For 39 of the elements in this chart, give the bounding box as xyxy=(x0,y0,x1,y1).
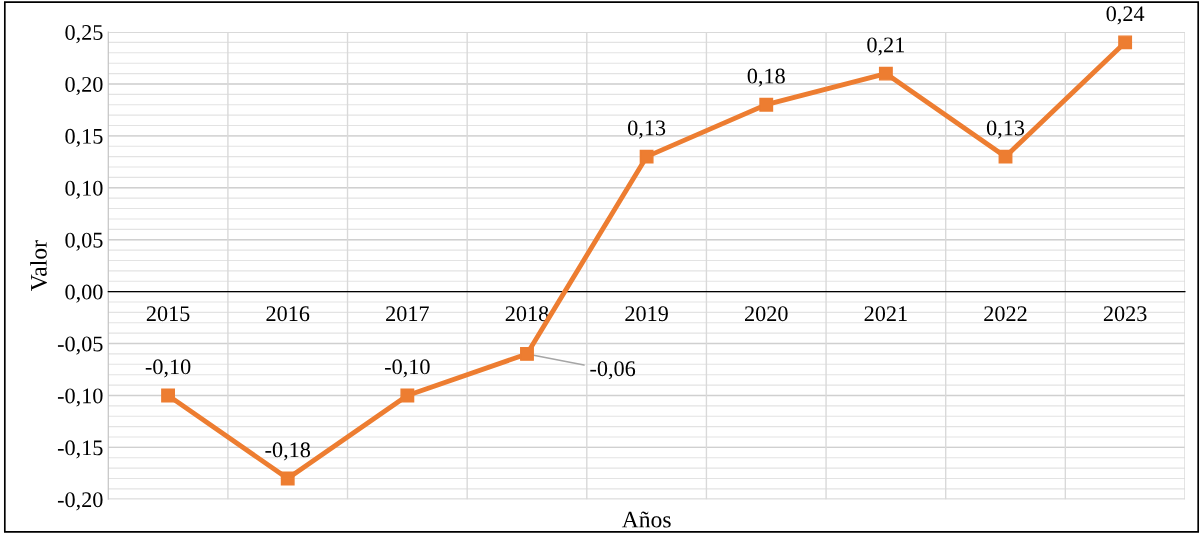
y-tick-label: 0,00 xyxy=(65,284,103,303)
x-tick-label: 2016 xyxy=(266,306,310,322)
data-label: -0,10 xyxy=(145,359,191,378)
x-tick-label: 2018 xyxy=(505,306,549,322)
y-axis-title: Valor xyxy=(30,240,47,291)
data-label: 0,18 xyxy=(747,68,785,87)
point xyxy=(1118,35,1133,50)
y-tick-label: 0,20 xyxy=(65,76,103,96)
point xyxy=(878,66,893,81)
x-tick-label: 2023 xyxy=(1103,306,1147,322)
data-label: -0,06 xyxy=(590,361,636,380)
data-label: 0,13 xyxy=(986,120,1025,139)
point xyxy=(161,388,176,403)
data-label: 0,24 xyxy=(1106,6,1145,25)
x-tick-label: 2022 xyxy=(984,306,1027,322)
y-tick-label: 0,05 xyxy=(65,232,103,251)
x-axis-title: Años xyxy=(621,511,671,528)
data-label: 0,21 xyxy=(867,37,904,56)
data-label: 0,13 xyxy=(628,120,666,139)
y-tick-label: -0,10 xyxy=(57,388,103,407)
y-tick-label: -0,15 xyxy=(57,440,103,459)
x-tick-label: 2021 xyxy=(864,306,907,322)
x-tick-label: 2019 xyxy=(625,306,668,322)
y-tick-label: 0,25 xyxy=(65,24,103,44)
y-tick-label: 0,15 xyxy=(65,128,103,147)
point xyxy=(400,388,415,403)
y-tick-label: -0,20 xyxy=(57,492,103,511)
data-label: -0,10 xyxy=(385,359,430,378)
x-tick-label: 2017 xyxy=(386,306,429,322)
point xyxy=(520,346,534,361)
data-label: -0,18 xyxy=(265,442,311,461)
x-tick-label: 2015 xyxy=(146,306,190,322)
point xyxy=(280,471,295,486)
x-tick-label: 2020 xyxy=(745,306,788,322)
point xyxy=(639,149,654,164)
point xyxy=(998,149,1013,164)
point xyxy=(759,97,774,112)
y-tick-label: 0,10 xyxy=(65,180,103,199)
y-tick-label: -0,05 xyxy=(57,336,103,355)
